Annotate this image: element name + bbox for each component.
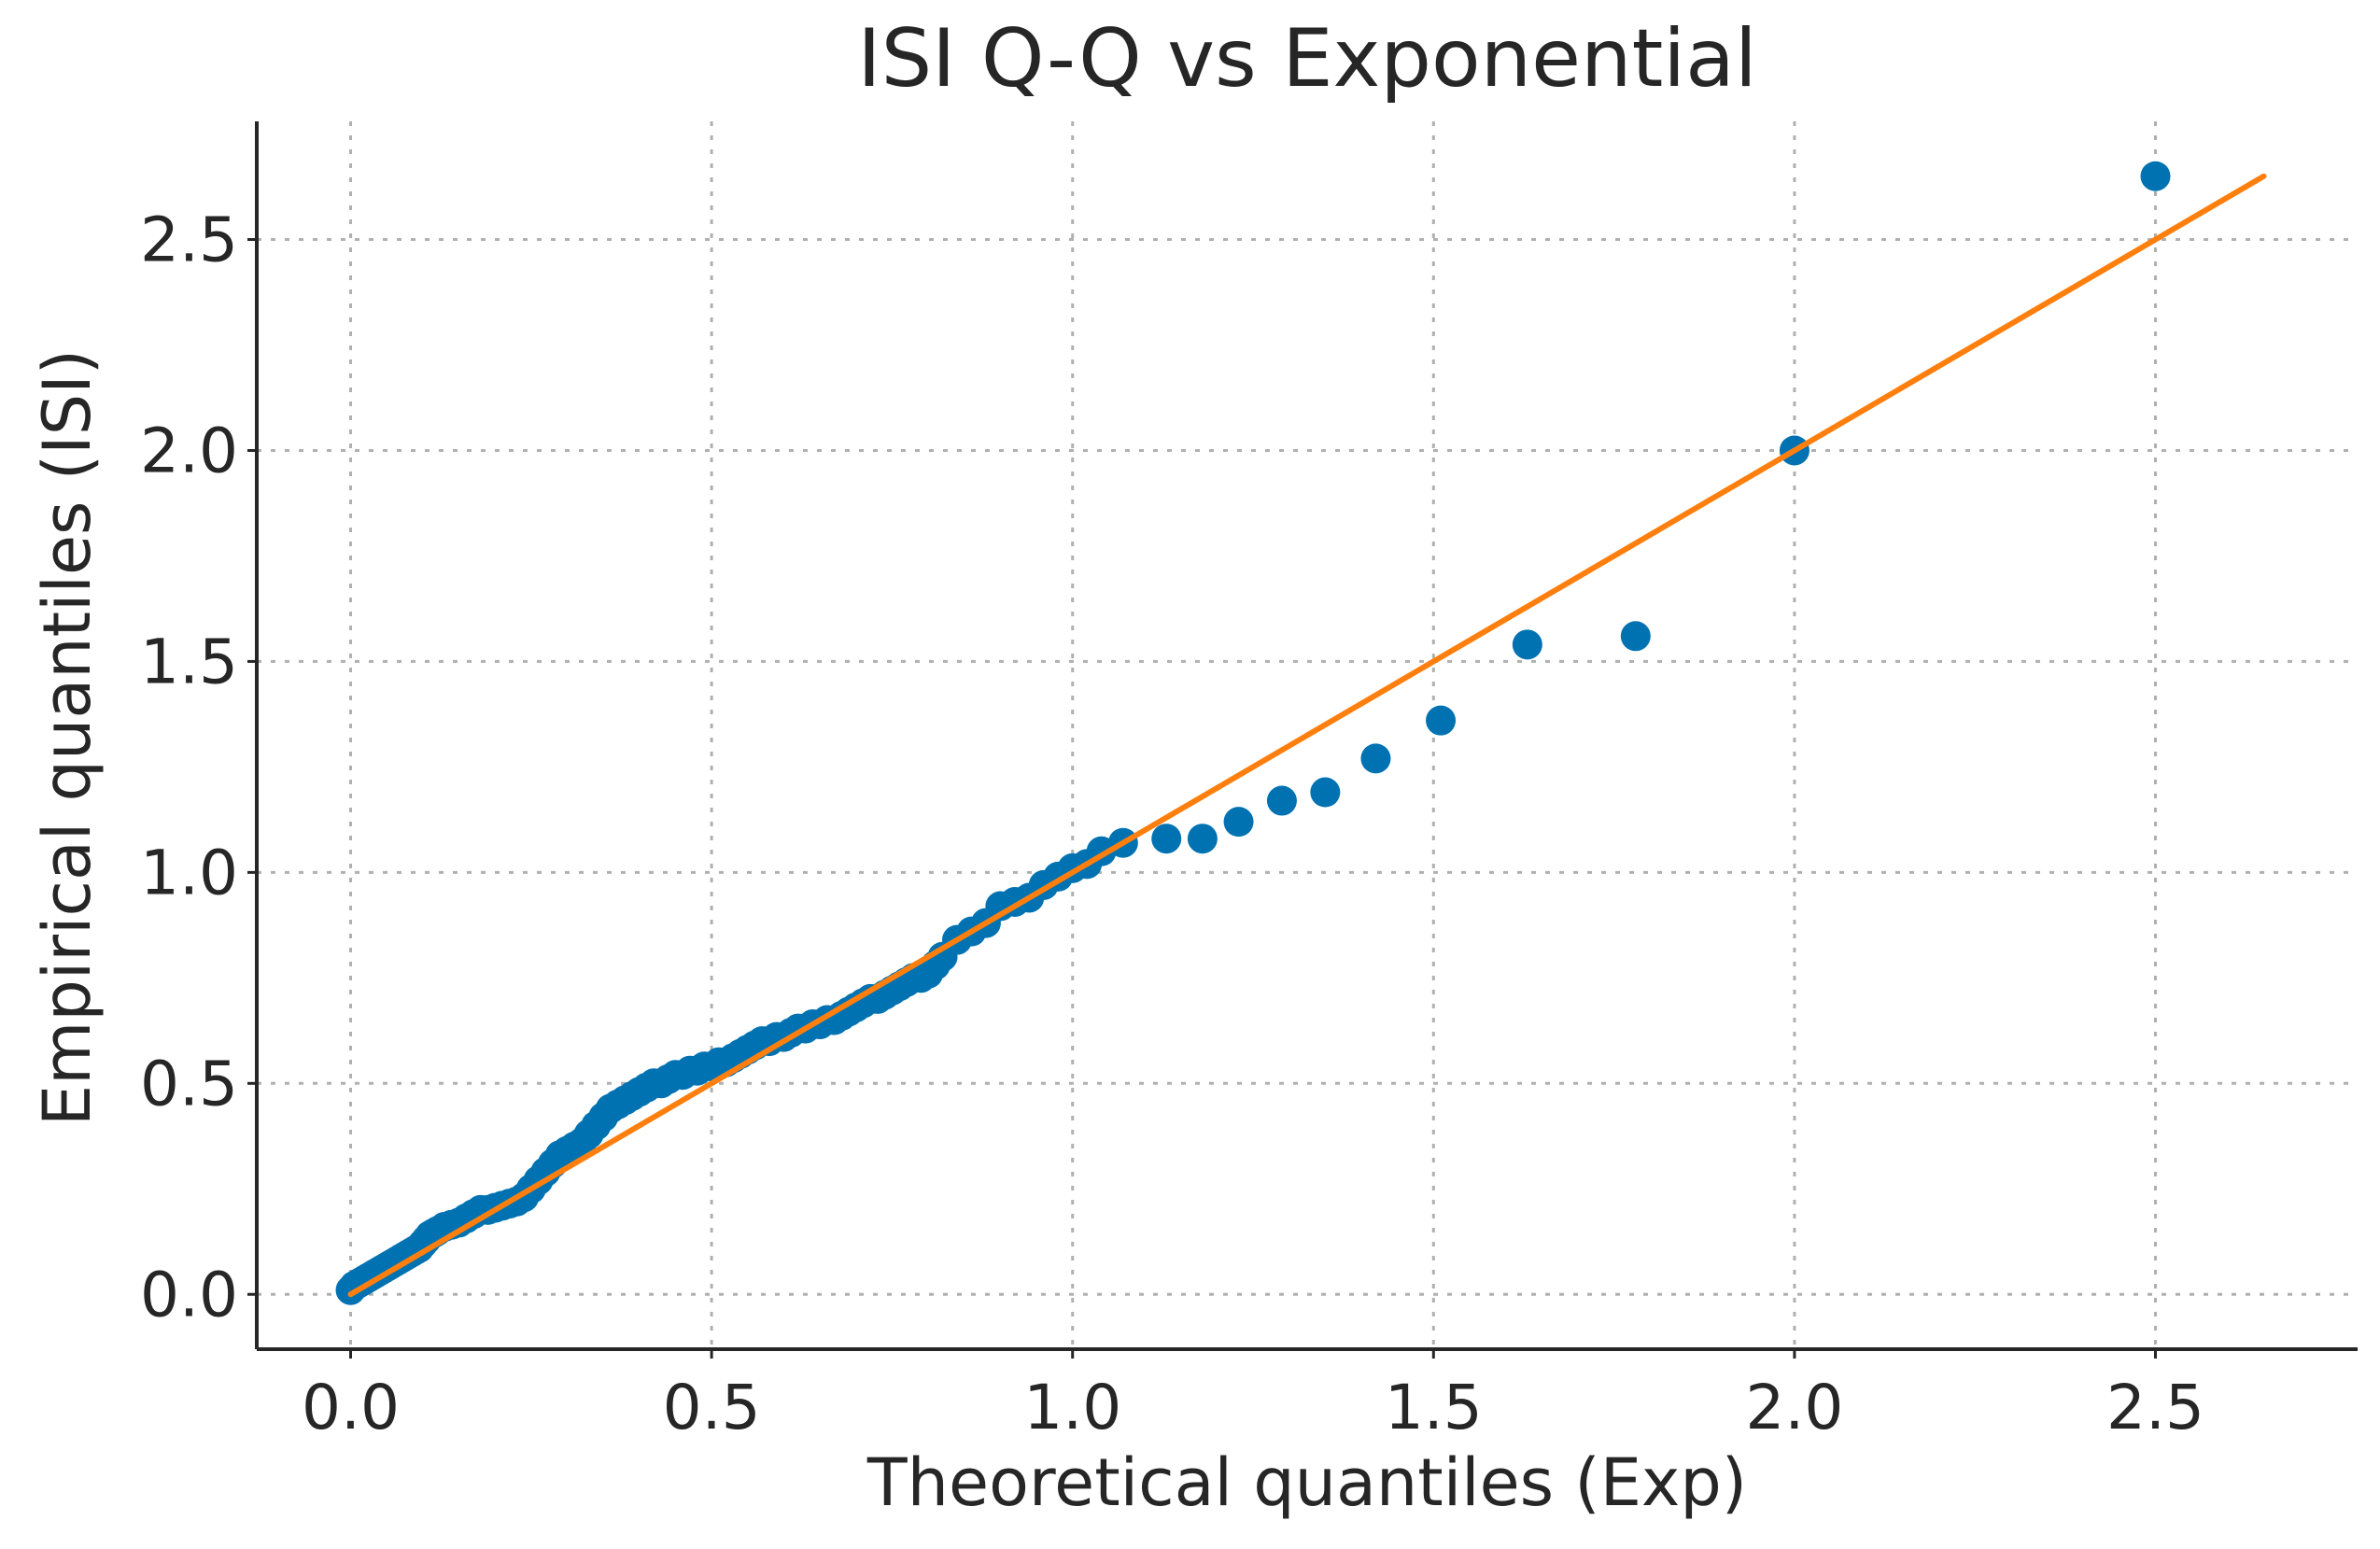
- y-tick-label: 1.5: [140, 626, 238, 697]
- data-point: [1310, 777, 1341, 808]
- data-point: [1151, 824, 1182, 854]
- x-tick-label: 0.0: [302, 1372, 400, 1443]
- x-tick-label: 2.0: [1745, 1372, 1843, 1443]
- x-tick-label: 1.5: [1385, 1372, 1483, 1443]
- data-point: [1620, 621, 1651, 652]
- x-tick-label: 0.5: [663, 1372, 761, 1443]
- data-point: [2140, 161, 2171, 191]
- chart-title: ISI Q-Q vs Exponential: [857, 12, 1757, 106]
- x-axis-title: Theoretical quantiles (Exp): [866, 1444, 1747, 1521]
- y-tick-label: 1.0: [140, 837, 238, 908]
- data-point: [1426, 705, 1457, 736]
- y-tick-label: 0.0: [140, 1259, 238, 1331]
- data-point: [1360, 743, 1391, 774]
- y-tick-label: 2.0: [140, 415, 238, 486]
- x-tick-label: 1.0: [1023, 1372, 1121, 1443]
- axes-layer: [255, 121, 2358, 1351]
- y-axis-title: Empirical quantiles (ISI): [29, 349, 106, 1126]
- reference-line: [347, 173, 2267, 1298]
- series-layer: [335, 161, 2267, 1305]
- tick-layer: 0.0 0.5 1.0 1.5 2.0 2.5 0.0 0.5 1.0 1.5 2.0 2.5: [140, 204, 2204, 1443]
- data-point: [1266, 785, 1297, 816]
- data-point: [1223, 807, 1254, 838]
- grid-layer: [257, 121, 2358, 1349]
- x-tick-label: 2.5: [2106, 1372, 2204, 1443]
- y-tick-label: 0.5: [140, 1048, 238, 1120]
- y-tick-label: 2.5: [140, 204, 238, 276]
- data-point: [1187, 824, 1218, 854]
- data-point: [1512, 629, 1542, 660]
